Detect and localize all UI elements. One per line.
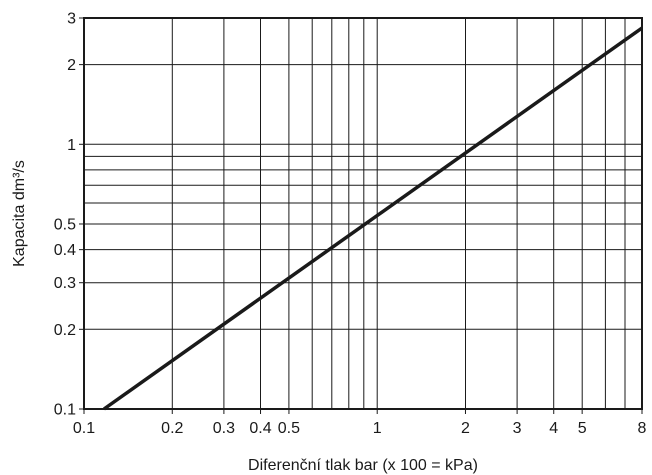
x-tick-label: 5	[578, 420, 587, 437]
x-tick-label: 0.1	[73, 420, 95, 437]
x-tick-label: 4	[549, 420, 558, 437]
x-tick-label: 0.3	[213, 420, 235, 437]
x-axis-title: Diferenční tlak bar (x 100 = kPa)	[248, 457, 478, 474]
x-tick-label: 8	[638, 420, 647, 437]
y-tick-label: 2	[67, 57, 76, 74]
x-tick-label: 0.4	[249, 420, 271, 437]
y-tick-label: 1	[67, 137, 76, 154]
x-tick-label: 3	[513, 420, 522, 437]
y-tick-label: 3	[67, 11, 76, 28]
y-tick-label: 0.1	[54, 402, 76, 419]
y-tick-label: 0.2	[54, 322, 76, 339]
plot-frame	[83, 17, 643, 410]
y-tick-label: 0.3	[54, 275, 76, 292]
y-axis-title: Kapacita dm³/s	[11, 160, 28, 267]
y-tick-label: 0.5	[54, 217, 76, 234]
y-tick-label: 0.4	[54, 242, 76, 259]
grid	[84, 18, 642, 409]
series	[102, 26, 644, 411]
capacity-line	[102, 26, 644, 411]
x-tick-label: 2	[461, 420, 470, 437]
x-tick-label: 1	[373, 420, 382, 437]
x-tick-label: 0.5	[278, 420, 300, 437]
y-axis-tick-labels: 0.1 0.2 0.3 0.4 0.5 1 2 3	[54, 11, 84, 419]
x-tick-label: 0.2	[161, 420, 183, 437]
x-axis-tick-labels: 0.1 0.2 0.3 0.4 0.5 1 2 3 4 5 8	[73, 409, 647, 437]
